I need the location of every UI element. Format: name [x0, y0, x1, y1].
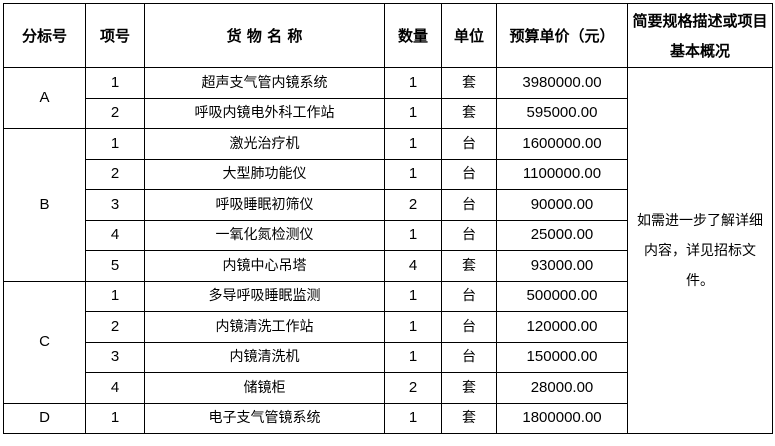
- item-no-cell: 1: [85, 128, 145, 160]
- quantity-cell: 2: [384, 372, 442, 404]
- description-cell: 如需进一步了解详细内容，详见招标文件。: [627, 67, 773, 434]
- item-no-cell: 2: [85, 158, 145, 190]
- unit-cell: 套: [441, 372, 497, 404]
- unit-cell: 套: [441, 250, 497, 282]
- unit-cell: 台: [441, 280, 497, 312]
- quantity-cell: 1: [384, 311, 442, 343]
- header-unit: 单位: [441, 3, 497, 68]
- price-cell: 1600000.00: [496, 128, 628, 160]
- price-cell: 93000.00: [496, 250, 628, 282]
- item-no-cell: 4: [85, 372, 145, 404]
- unit-cell: 台: [441, 219, 497, 251]
- item-no-cell: 3: [85, 341, 145, 373]
- item-no-cell: 2: [85, 97, 145, 129]
- header-description: 简要规格描述或项目基本概况: [627, 3, 773, 68]
- table-row: D 1 电子支气管镜系统 1 套 1800000.00: [3, 402, 773, 434]
- price-cell: 25000.00: [496, 219, 628, 251]
- item-no-cell: 3: [85, 189, 145, 221]
- quantity-cell: 1: [384, 128, 442, 160]
- price-cell: 1100000.00: [496, 158, 628, 190]
- table-row: 3 呼吸睡眠初筛仪 2 台 90000.00: [4, 189, 773, 221]
- table-row: 2 呼吸内镜电外科工作站 1 套 595000.00: [4, 97, 773, 129]
- goods-name-cell: 大型肺功能仪: [144, 158, 385, 190]
- goods-name-cell: 内镜清洗机: [144, 341, 385, 373]
- table-row: C 1 多导呼吸睡眠监测 1 台 500000.00: [3, 280, 773, 404]
- header-row: 分标号 项号 货 物 名 称 数量 单位 预算单价（元） 简要规格描述或项目基本…: [3, 3, 773, 68]
- price-cell: 150000.00: [496, 341, 628, 373]
- quantity-cell: 1: [384, 280, 442, 312]
- goods-name-cell: 一氧化氮检测仪: [144, 219, 385, 251]
- goods-name-cell: 储镜柜: [144, 372, 385, 404]
- goods-name-cell: 电子支气管镜系统: [144, 402, 385, 434]
- table-row: 3 内镜清洗机 1 台 150000.00: [4, 341, 773, 373]
- unit-cell: 台: [441, 311, 497, 343]
- lot-cell: C: [3, 280, 86, 404]
- header-quantity: 数量: [384, 3, 442, 68]
- lot-cell: D: [3, 402, 86, 434]
- header-budget-price: 预算单价（元）: [496, 3, 628, 68]
- procurement-table: 分标号 项号 货 物 名 称 数量 单位 预算单价（元） 简要规格描述或项目基本…: [3, 3, 773, 434]
- quantity-cell: 1: [384, 341, 442, 373]
- item-no-cell: 1: [85, 67, 145, 99]
- table-row: A 1 超声支气管内镜系统 1 套 3980000.00 如需进一步了解详细内容，详见招标文…: [3, 67, 773, 434]
- unit-cell: 套: [441, 97, 497, 129]
- unit-cell: 套: [441, 67, 497, 99]
- table-row: 2 内镜清洗工作站 1 台 120000.00: [4, 311, 773, 343]
- goods-name-cell: 多导呼吸睡眠监测: [144, 280, 385, 312]
- price-cell: 500000.00: [496, 280, 628, 312]
- quantity-cell: 2: [384, 189, 442, 221]
- unit-cell: 套: [441, 402, 497, 434]
- price-cell: 595000.00: [496, 97, 628, 129]
- quantity-cell: 1: [384, 219, 442, 251]
- unit-cell: 台: [441, 128, 497, 160]
- unit-cell: 台: [441, 341, 497, 373]
- item-no-cell: 1: [85, 280, 145, 312]
- goods-name-cell: 超声支气管内镜系统: [144, 67, 385, 99]
- item-no-cell: 5: [85, 250, 145, 282]
- price-cell: 3980000.00: [496, 67, 628, 99]
- item-no-cell: 2: [85, 311, 145, 343]
- quantity-cell: 4: [384, 250, 442, 282]
- header-lot: 分标号: [3, 3, 86, 68]
- lot-cell: B: [3, 128, 86, 282]
- unit-cell: 台: [441, 158, 497, 190]
- goods-name-cell: 内镜清洗工作站: [144, 311, 385, 343]
- unit-cell: 台: [441, 189, 497, 221]
- price-cell: 120000.00: [496, 311, 628, 343]
- quantity-cell: 1: [384, 402, 442, 434]
- quantity-cell: 1: [384, 67, 442, 99]
- lot-cell: A: [3, 67, 86, 129]
- header-goods-name: 货 物 名 称: [144, 3, 385, 68]
- price-cell: 1800000.00: [496, 402, 628, 434]
- goods-name-cell: 呼吸睡眠初筛仪: [144, 189, 385, 221]
- table-row: B 1 激光治疗机 1 台 1600000.00: [3, 128, 773, 282]
- price-cell: 90000.00: [496, 189, 628, 221]
- goods-name-cell: 激光治疗机: [144, 128, 385, 160]
- item-no-cell: 4: [85, 219, 145, 251]
- item-no-cell: 1: [85, 402, 145, 434]
- goods-name-cell: 内镜中心吊塔: [144, 250, 385, 282]
- price-cell: 28000.00: [496, 372, 628, 404]
- header-item-no: 项号: [85, 3, 145, 68]
- quantity-cell: 1: [384, 158, 442, 190]
- goods-name-cell: 呼吸内镜电外科工作站: [144, 97, 385, 129]
- quantity-cell: 1: [384, 97, 442, 129]
